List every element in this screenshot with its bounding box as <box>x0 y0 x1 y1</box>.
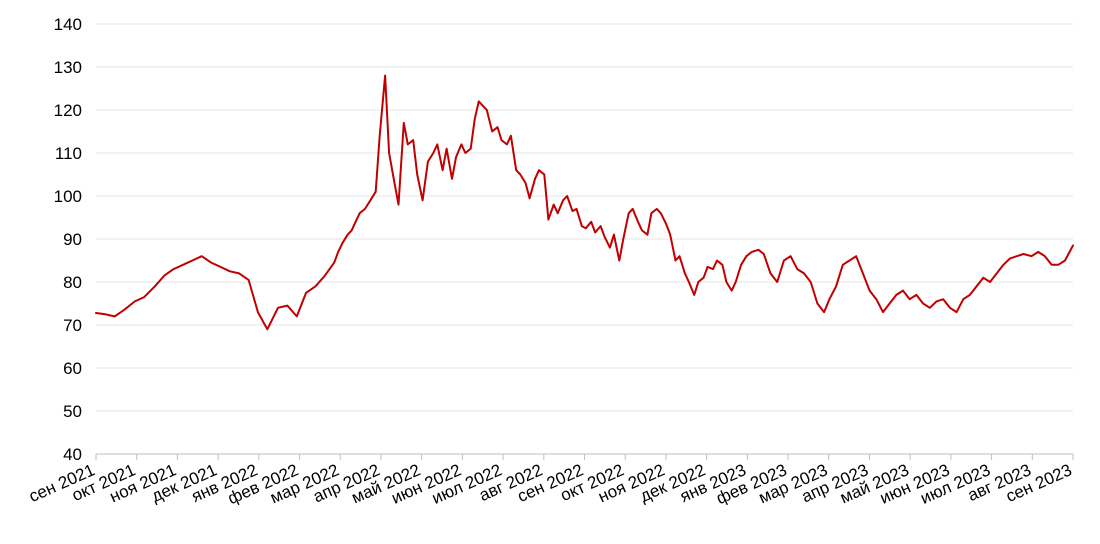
y-tick-label: 140 <box>54 15 82 34</box>
y-tick-label: 60 <box>63 359 82 378</box>
y-tick-label: 50 <box>63 402 82 421</box>
series-line <box>95 74 1074 331</box>
y-tick-label: 120 <box>54 101 82 120</box>
y-tick-label: 130 <box>54 58 82 77</box>
y-tick-label: 100 <box>54 187 82 206</box>
gridlines <box>96 23 1073 412</box>
y-tick-label: 40 <box>63 445 82 464</box>
series-group <box>95 74 1074 331</box>
y-tick-label: 110 <box>55 144 82 163</box>
y-tick-label: 90 <box>63 230 82 249</box>
y-tick-label: 80 <box>63 273 82 292</box>
y-tick-label: 70 <box>63 316 82 335</box>
y-axis-tick-labels: 40 50 60 70 80 90 100 110 120 130 140 <box>54 15 82 464</box>
